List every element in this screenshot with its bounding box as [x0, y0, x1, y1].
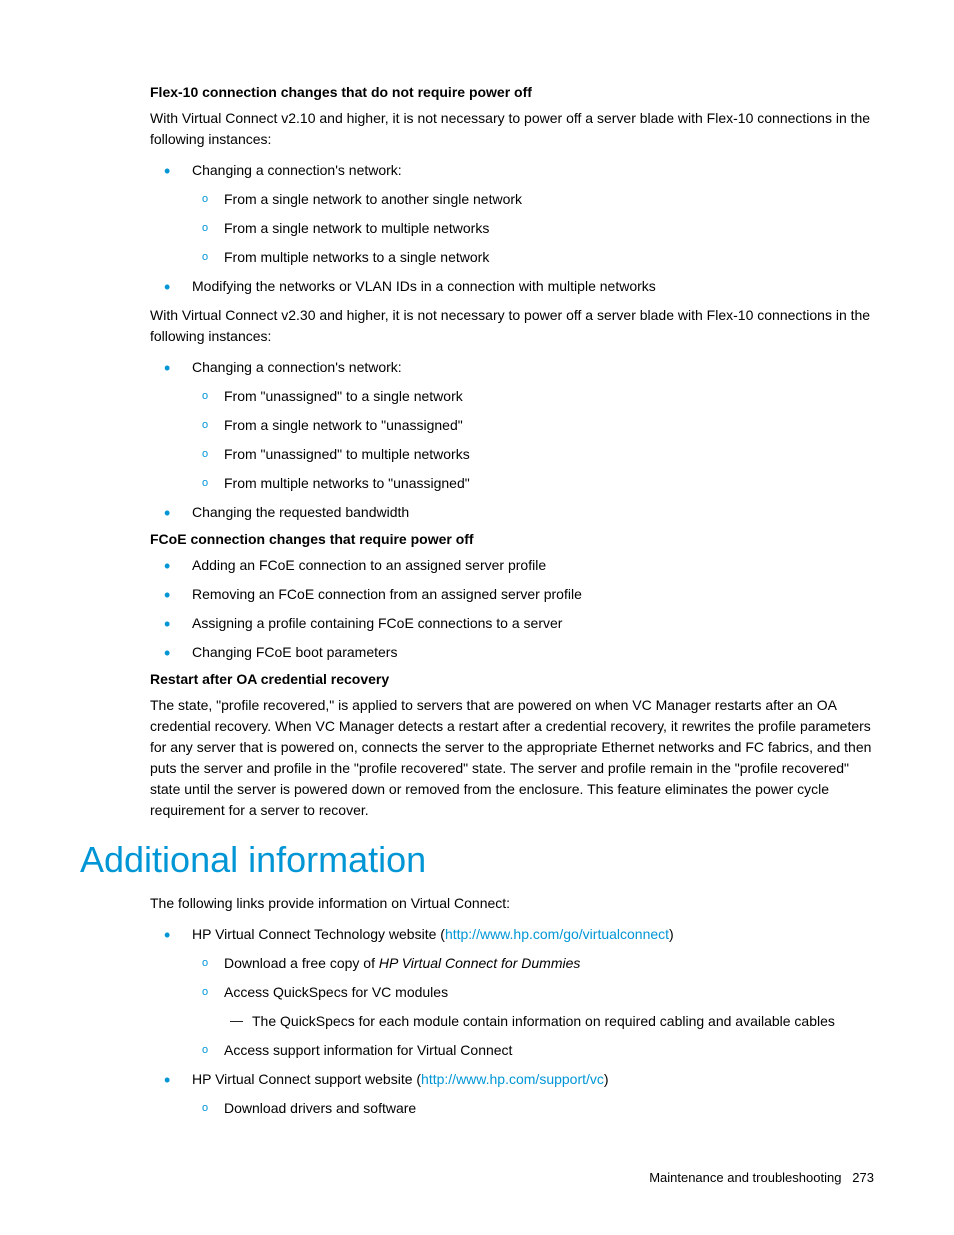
list-item: HP Virtual Connect support website (http… — [150, 1069, 874, 1119]
list-item: Adding an FCoE connection to an assigned… — [150, 555, 874, 576]
sub-sub-list-item: The QuickSpecs for each module contain i… — [224, 1011, 874, 1032]
link-support-vc[interactable]: http://www.hp.com/support/vc — [421, 1071, 604, 1087]
bullet-list: Changing a connection's network: From a … — [150, 160, 874, 297]
list-item: Assigning a profile containing FCoE conn… — [150, 613, 874, 634]
sub-list-item: From multiple networks to a single netwo… — [192, 247, 874, 268]
sub-list: Download drivers and software — [192, 1098, 874, 1119]
sub-list-item: From a single network to another single … — [192, 189, 874, 210]
list-item: Changing a connection's network: From a … — [150, 160, 874, 268]
sub-list-item: Download a free copy of HP Virtual Conne… — [192, 953, 874, 974]
sub-list-item: From a single network to "unassigned" — [192, 415, 874, 436]
text: HP Virtual Connect support website ( — [192, 1071, 421, 1087]
list-item: Changing a connection's network: From "u… — [150, 357, 874, 494]
sub-list-item: From a single network to multiple networ… — [192, 218, 874, 239]
list-item: Modifying the networks or VLAN IDs in a … — [150, 276, 874, 297]
sub-list-item: From "unassigned" to multiple networks — [192, 444, 874, 465]
footer-section: Maintenance and troubleshooting — [649, 1170, 841, 1185]
subheading-flex10: Flex-10 connection changes that do not r… — [150, 84, 874, 100]
text: ) — [669, 926, 674, 942]
list-item: Changing the requested bandwidth — [150, 502, 874, 523]
paragraph: The state, "profile recovered," is appli… — [150, 695, 874, 821]
link-virtualconnect[interactable]: http://www.hp.com/go/virtualconnect — [445, 926, 669, 942]
list-item: HP Virtual Connect Technology website (h… — [150, 924, 874, 1061]
bullet-list: Adding an FCoE connection to an assigned… — [150, 555, 874, 663]
list-item-text: Changing a connection's network: — [192, 359, 402, 375]
text: Access QuickSpecs for VC modules — [224, 984, 448, 1000]
subheading-fcoe: FCoE connection changes that require pow… — [150, 531, 874, 547]
text: Download a free copy of — [224, 955, 379, 971]
text: ) — [604, 1071, 609, 1087]
subheading-restart: Restart after OA credential recovery — [150, 671, 874, 687]
list-item-text: Changing a connection's network: — [192, 162, 402, 178]
paragraph: The following links provide information … — [150, 893, 874, 914]
sub-list-item: Access support information for Virtual C… — [192, 1040, 874, 1061]
page-content: Flex-10 connection changes that do not r… — [150, 84, 874, 1119]
sub-list-item: Access QuickSpecs for VC modules The Qui… — [192, 982, 874, 1032]
italic-text: HP Virtual Connect for Dummies — [379, 955, 581, 971]
page-footer: Maintenance and troubleshooting 273 — [649, 1170, 874, 1185]
sub-list: From "unassigned" to a single network Fr… — [192, 386, 874, 494]
sub-list: Download a free copy of HP Virtual Conne… — [192, 953, 874, 1061]
bullet-list: HP Virtual Connect Technology website (h… — [150, 924, 874, 1119]
sub-list: From a single network to another single … — [192, 189, 874, 268]
footer-page-number: 273 — [852, 1170, 874, 1185]
section-title-additional-info: Additional information — [80, 839, 874, 881]
sub-sub-list: The QuickSpecs for each module contain i… — [224, 1011, 874, 1032]
text: HP Virtual Connect Technology website ( — [192, 926, 445, 942]
sub-list-item: Download drivers and software — [192, 1098, 874, 1119]
sub-list-item: From "unassigned" to a single network — [192, 386, 874, 407]
sub-list-item: From multiple networks to "unassigned" — [192, 473, 874, 494]
list-item: Removing an FCoE connection from an assi… — [150, 584, 874, 605]
bullet-list: Changing a connection's network: From "u… — [150, 357, 874, 523]
list-item: Changing FCoE boot parameters — [150, 642, 874, 663]
paragraph: With Virtual Connect v2.10 and higher, i… — [150, 108, 874, 150]
paragraph: With Virtual Connect v2.30 and higher, i… — [150, 305, 874, 347]
